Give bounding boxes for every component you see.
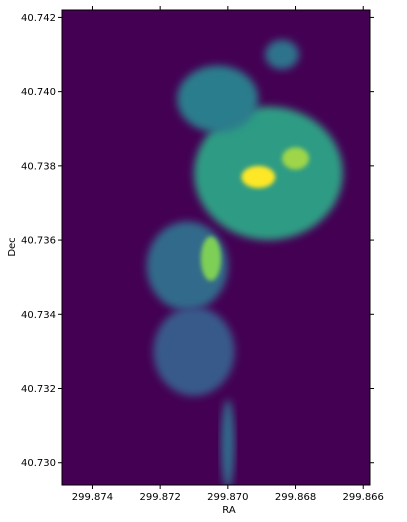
y-tick-label: 40.738 xyxy=(21,161,56,172)
x-tick-label: 299.866 xyxy=(343,492,384,503)
x-tick-label: 299.868 xyxy=(275,492,316,503)
y-axis-ticks: 40.742 40.740 40.738 40.736 40.734 40.732 40.7… xyxy=(21,13,374,469)
emission-stem-8 xyxy=(221,399,235,485)
emission-tail-7 xyxy=(153,306,235,396)
x-axis-ticks: 299.874 299.872 299.870 299.868 299.866 xyxy=(72,6,384,503)
y-tick-label: 40.736 xyxy=(21,236,56,247)
y-axis-label: Dec xyxy=(7,237,18,256)
emission-lobe-2 xyxy=(265,39,299,70)
x-tick-label: 299.870 xyxy=(207,492,248,503)
y-tick-label: 40.732 xyxy=(21,384,56,395)
x-tick-label: 299.874 xyxy=(72,492,113,503)
emission-hotspot-5 xyxy=(282,147,310,170)
x-tick-label: 299.872 xyxy=(139,492,180,503)
emission-hotspot-4 xyxy=(241,165,276,189)
plot-frame xyxy=(61,9,371,486)
y-tick-label: 40.734 xyxy=(21,310,56,321)
emission-jet-6 xyxy=(200,236,222,281)
y-tick-label: 40.730 xyxy=(21,458,56,469)
y-tick-label: 40.740 xyxy=(21,87,56,98)
x-axis-label: RA xyxy=(222,505,236,516)
y-tick-label: 40.742 xyxy=(21,13,56,24)
emission-lobe-1 xyxy=(177,65,259,133)
intensity-map xyxy=(146,39,343,485)
